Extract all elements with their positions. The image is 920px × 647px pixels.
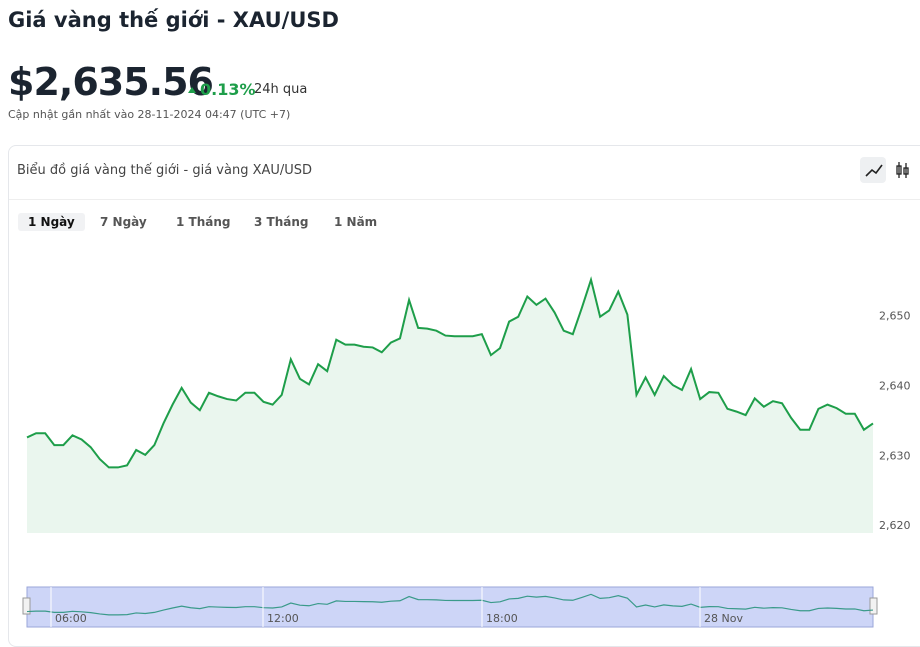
navigator-label: 06:00 (55, 612, 87, 625)
change-period: 24h qua (254, 82, 308, 97)
range-tab[interactable]: 1 Ngày (18, 213, 85, 231)
range-tab[interactable]: 1 Năm (334, 215, 378, 229)
divider (9, 199, 920, 200)
y-tick-label: 2,640 (879, 380, 911, 393)
price-line (26, 276, 874, 469)
range-tab[interactable]: 1 Tháng (176, 215, 231, 229)
page-title: Giá vàng thế giới - XAU/USD (8, 8, 339, 32)
y-tick-label: 2,630 (879, 449, 911, 462)
y-tick-label: 2,650 (879, 310, 911, 323)
price-change: 0.13% (200, 80, 256, 99)
navigator-label: 12:00 (267, 612, 299, 625)
price: $2,635.56 (8, 60, 214, 104)
navigator-label: 18:00 (486, 612, 518, 625)
candle-icon[interactable] (896, 162, 909, 178)
card-title: Biểu đồ giá vàng thế giới - giá vàng XAU… (17, 163, 313, 178)
up-arrow (188, 87, 196, 93)
updated-time: Cập nhật gần nhất vào 28-11-2024 04:47 (… (8, 108, 291, 121)
navigator-handle[interactable] (869, 597, 878, 615)
navigator[interactable] (26, 586, 874, 628)
range-tab[interactable]: 7 Ngày (100, 215, 147, 229)
range-tab[interactable]: 3 Tháng (254, 215, 309, 229)
area (27, 279, 873, 533)
y-tick-label: 2,620 (879, 519, 911, 532)
line-icon (865, 164, 883, 177)
navigator-label: 28 Nov (704, 612, 743, 625)
navigator-handle[interactable] (22, 597, 31, 615)
navigator-line (26, 593, 874, 616)
